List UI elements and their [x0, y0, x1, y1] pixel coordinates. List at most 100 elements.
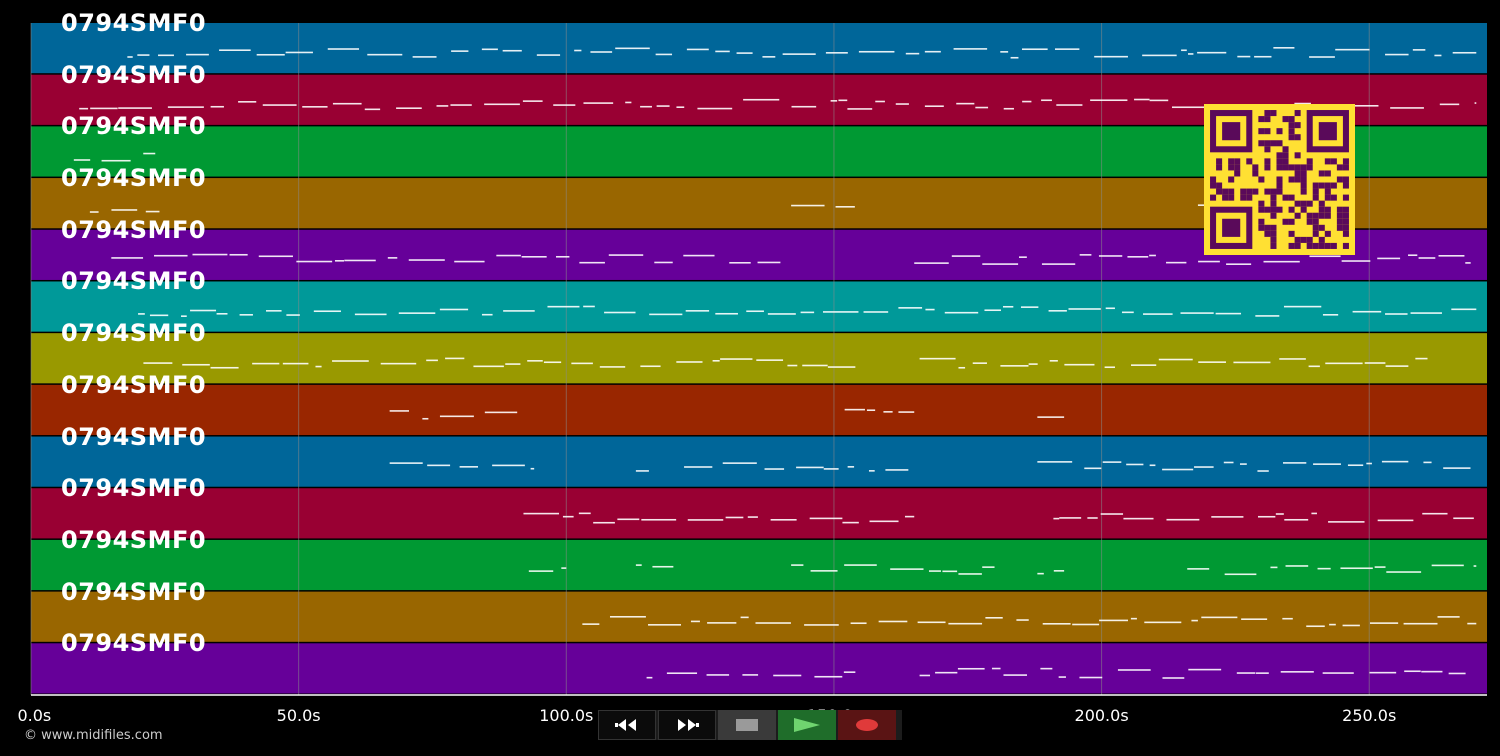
note [543, 361, 562, 364]
note [593, 521, 615, 524]
note [640, 105, 652, 108]
note [958, 573, 982, 575]
time-tick-label: 250.0s [1342, 706, 1397, 725]
note [791, 564, 804, 566]
note [800, 311, 815, 314]
note [334, 260, 345, 262]
note [1255, 315, 1280, 317]
note [332, 102, 362, 105]
note [1198, 260, 1220, 263]
note [210, 366, 239, 369]
note [296, 260, 333, 263]
note [842, 521, 859, 524]
note [1451, 308, 1477, 311]
note [1226, 263, 1252, 266]
note [1256, 672, 1269, 674]
note [1079, 676, 1103, 679]
note [315, 365, 322, 368]
note [1374, 566, 1386, 568]
note [1453, 517, 1474, 520]
note [1215, 312, 1242, 315]
note [582, 623, 600, 625]
note [652, 565, 674, 568]
note [982, 263, 1019, 265]
note [1275, 513, 1284, 515]
note [1282, 462, 1307, 464]
note [866, 409, 876, 412]
note [635, 564, 642, 566]
track-lane [31, 333, 1487, 384]
note [436, 105, 449, 107]
note [686, 48, 709, 51]
note [1233, 361, 1271, 364]
note [1059, 517, 1082, 519]
note [1311, 512, 1317, 515]
note [450, 104, 472, 106]
time-tick-label: 0.0s [17, 706, 52, 725]
note [302, 106, 328, 108]
rewind-button[interactable] [598, 710, 656, 740]
note [154, 254, 188, 257]
note [1352, 310, 1382, 313]
note [439, 415, 474, 418]
note [1158, 358, 1193, 361]
track-lane [31, 436, 1487, 487]
note [905, 52, 920, 55]
note [715, 312, 738, 315]
note [1187, 568, 1210, 570]
note [118, 107, 152, 109]
note [757, 261, 781, 264]
note [972, 362, 987, 364]
note [1143, 313, 1173, 315]
note [767, 313, 796, 315]
note [1117, 669, 1151, 671]
note [1263, 260, 1300, 263]
note [1130, 617, 1137, 620]
note [863, 311, 889, 313]
record-button[interactable] [838, 710, 896, 740]
note [1079, 254, 1092, 256]
note [252, 362, 280, 365]
fast-forward-button[interactable] [658, 710, 716, 740]
note [454, 260, 485, 263]
note [1467, 622, 1477, 625]
note [79, 107, 89, 110]
note [604, 311, 636, 314]
note [239, 314, 253, 316]
note [615, 47, 650, 50]
track-label: 0794SMF0 [61, 319, 207, 348]
note [1335, 48, 1370, 51]
note [743, 98, 780, 101]
note [951, 255, 981, 257]
stop-button[interactable] [718, 710, 776, 740]
note [1037, 416, 1065, 418]
note [850, 622, 867, 625]
note [1149, 254, 1156, 257]
note [1127, 256, 1149, 258]
note [528, 570, 554, 572]
note [1041, 263, 1076, 265]
note [354, 313, 387, 316]
note [885, 469, 909, 471]
note [770, 518, 797, 521]
note [609, 615, 646, 618]
note [571, 362, 593, 365]
track-label: 0794SMF0 [61, 525, 207, 554]
note [1100, 513, 1124, 515]
note [1198, 361, 1226, 363]
note [1294, 102, 1311, 105]
note [1072, 623, 1100, 626]
note [561, 567, 567, 569]
note [599, 366, 626, 368]
play-button[interactable] [778, 710, 836, 740]
note [101, 159, 131, 162]
note [238, 101, 257, 103]
note [389, 462, 423, 464]
note [1422, 512, 1448, 515]
note [844, 564, 877, 566]
note [1094, 55, 1128, 58]
track-label: 0794SMF0 [61, 422, 207, 451]
track-label: 0794SMF0 [61, 629, 207, 658]
note [869, 520, 899, 523]
note [481, 48, 498, 51]
